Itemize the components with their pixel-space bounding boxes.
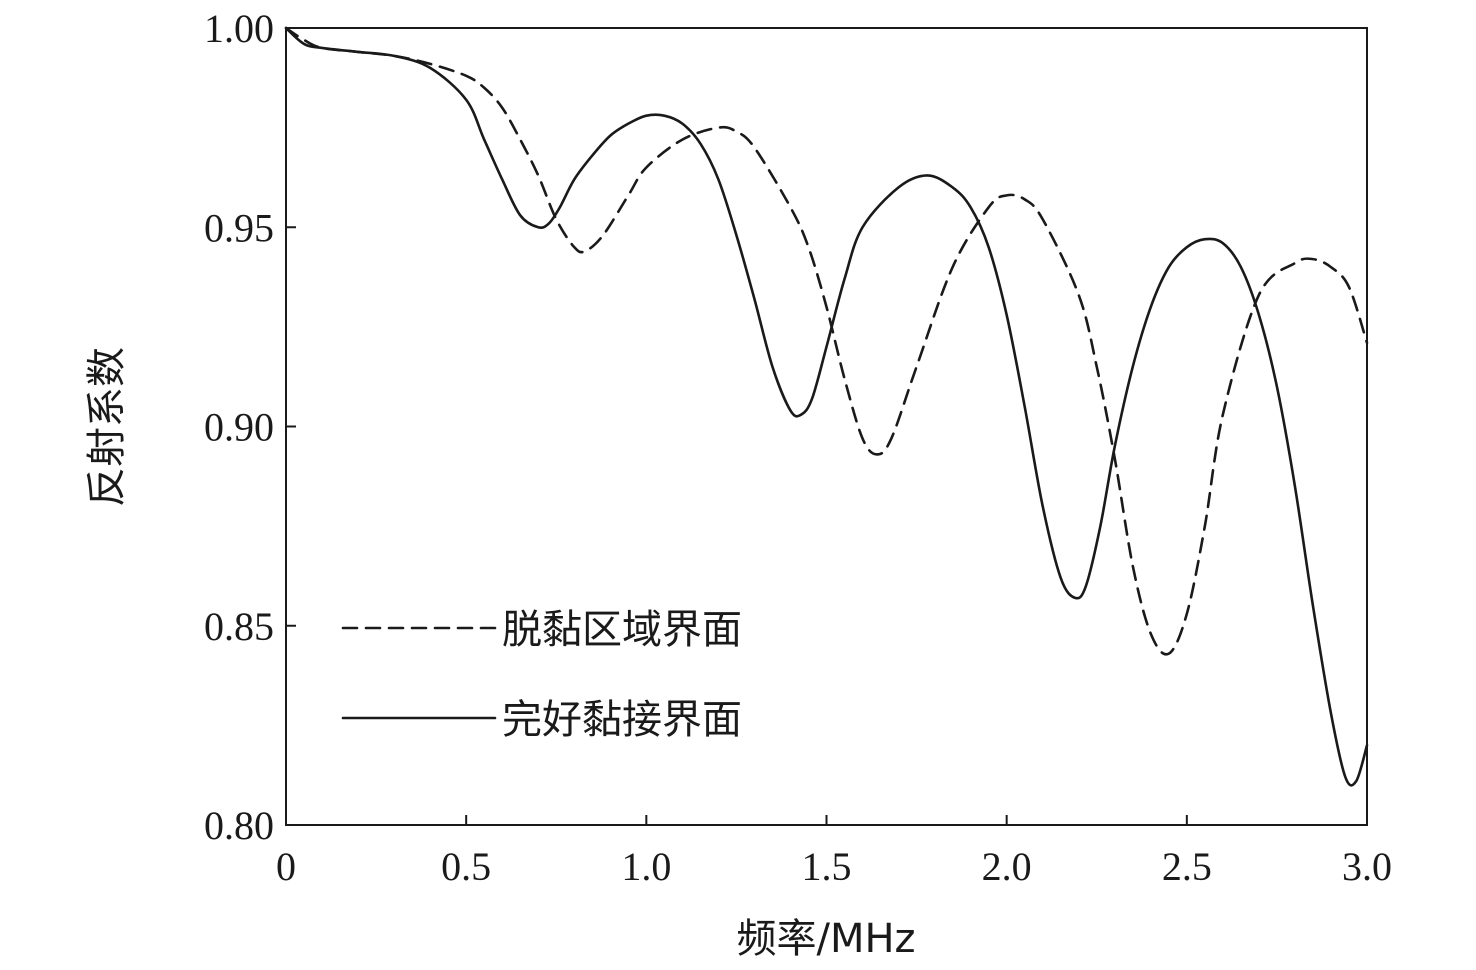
series-line-intact	[284, 26, 1369, 787]
legend-label-intact: 完好黏接界面	[502, 697, 742, 743]
x-tick-label: 0.5	[441, 844, 491, 889]
legend: 脱黏区域界面 完好黏接界面	[341, 607, 742, 743]
x-tick-label: 3.0	[1342, 844, 1392, 889]
x-tick-label: 0	[276, 844, 296, 889]
y-tick-label: 0.90	[204, 405, 274, 450]
legend-label-debonded: 脱黏区域界面	[502, 607, 742, 653]
series-layer	[284, 26, 1369, 787]
y-axis-label: 反射系数	[84, 347, 130, 507]
y-axis: 0.80 0.85 0.90 0.95 1.00	[204, 6, 296, 848]
x-tick-label: 1.5	[802, 844, 852, 889]
x-tick-label: 2.5	[1162, 844, 1212, 889]
y-tick-label: 0.80	[204, 803, 274, 848]
x-axis-label: 频率/MHz	[736, 916, 915, 962]
x-tick-label: 1.0	[621, 844, 671, 889]
plot-frame	[285, 27, 1368, 826]
y-tick-label: 0.85	[204, 604, 274, 649]
y-tick-label: 1.00	[204, 6, 274, 51]
series-line-debonded	[284, 26, 1369, 656]
x-axis: 0 0.5 1.0 1.5 2.0 2.5 3.0	[276, 815, 1392, 889]
x-tick-label: 2.0	[982, 844, 1032, 889]
y-tick-label: 0.95	[204, 205, 274, 250]
